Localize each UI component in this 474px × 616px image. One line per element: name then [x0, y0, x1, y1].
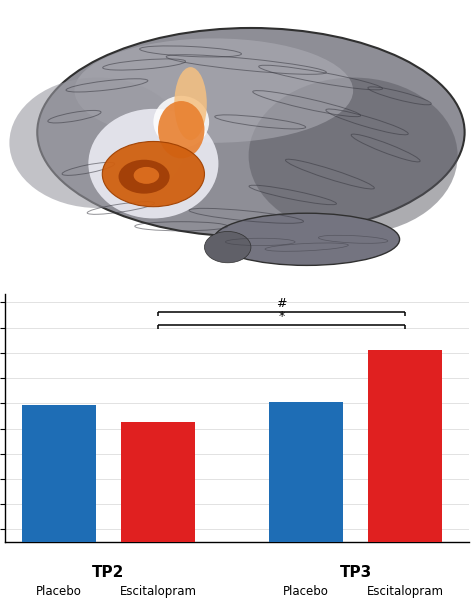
Text: TP2: TP2: [92, 565, 125, 580]
Ellipse shape: [158, 101, 204, 158]
Ellipse shape: [9, 78, 186, 208]
Ellipse shape: [154, 96, 209, 148]
Text: #: #: [276, 297, 287, 310]
Ellipse shape: [174, 67, 207, 140]
Ellipse shape: [102, 142, 204, 207]
Text: Placebo: Placebo: [36, 585, 82, 598]
Ellipse shape: [248, 78, 457, 234]
Text: Escitalopram: Escitalopram: [366, 585, 444, 598]
Ellipse shape: [74, 38, 353, 143]
Ellipse shape: [118, 160, 170, 193]
Text: Escitalopram: Escitalopram: [119, 585, 196, 598]
Bar: [368, 351, 442, 616]
Bar: [269, 402, 343, 616]
Ellipse shape: [214, 213, 400, 265]
Ellipse shape: [134, 167, 159, 184]
Ellipse shape: [88, 109, 219, 219]
Ellipse shape: [37, 28, 465, 237]
Text: Placebo: Placebo: [283, 585, 329, 598]
Ellipse shape: [204, 232, 251, 263]
Text: *: *: [278, 310, 284, 323]
Text: TP3: TP3: [339, 565, 372, 580]
Bar: [22, 405, 96, 616]
Bar: [121, 422, 195, 616]
